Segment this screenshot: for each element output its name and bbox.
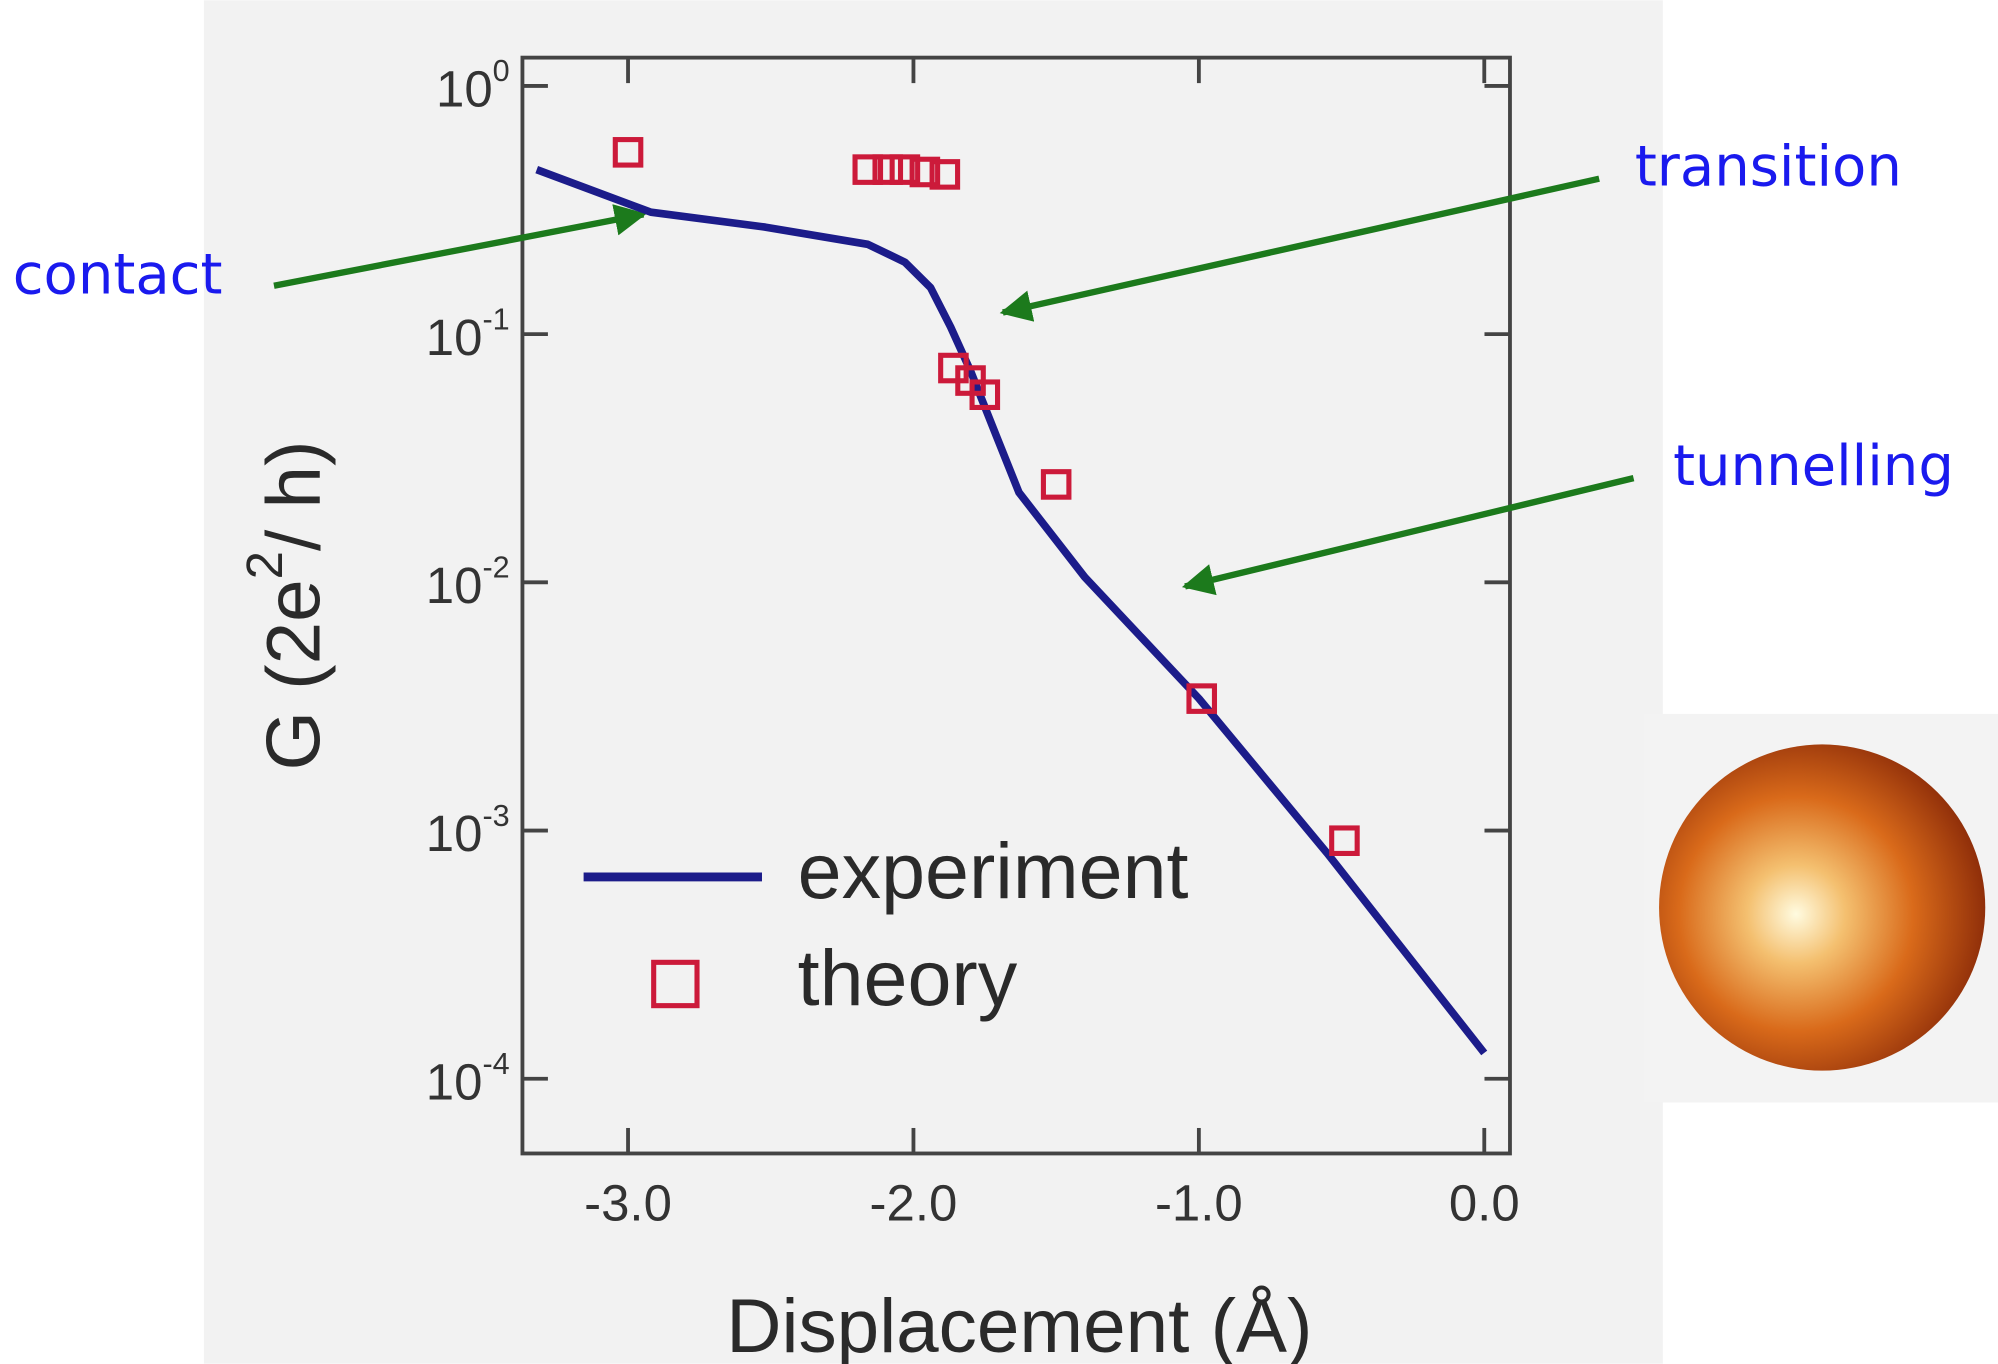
legend-label: theory xyxy=(798,933,1018,1022)
y-axis-title-part: / h) xyxy=(252,441,337,551)
y-tick-base: 10 xyxy=(436,61,493,118)
y-tick-label: 10-3 xyxy=(426,799,510,863)
theory-marker xyxy=(1186,683,1218,714)
y-tick-base: 10 xyxy=(426,806,483,863)
x-tick-label: -2.0 xyxy=(870,1174,958,1231)
x-tick-label: -3.0 xyxy=(584,1174,672,1231)
y-tick-exponent: -1 xyxy=(482,302,509,336)
y-tick-base: 10 xyxy=(426,309,483,366)
y-tick-label: 10-2 xyxy=(426,551,510,615)
y-tick-label: 100 xyxy=(436,54,510,118)
experiment-line xyxy=(535,166,1488,1056)
theory-marker xyxy=(612,137,644,168)
atom-sphere xyxy=(1659,744,1986,1071)
plot-frame xyxy=(520,55,1512,1156)
x-tick-label: -1.0 xyxy=(1155,1174,1243,1231)
annotation: contact xyxy=(13,243,223,308)
y-axis-title: G (2e2/ h) xyxy=(236,441,336,771)
theory-marker xyxy=(969,379,1001,411)
theory-marker xyxy=(872,154,904,185)
y-tick-exponent: -3 xyxy=(482,799,509,833)
y-tick-label: 10-1 xyxy=(426,302,510,366)
theory-marker xyxy=(1329,825,1360,856)
legend-swatch xyxy=(651,959,700,1009)
chart-panel xyxy=(203,0,1663,1364)
theory-marker xyxy=(909,156,941,188)
y-axis-title-part: G (2e xyxy=(252,579,337,770)
y-tick-label: 10-4 xyxy=(426,1047,510,1111)
y-axis-title-sup: 2 xyxy=(236,551,293,579)
annotation-arrow xyxy=(999,175,1600,322)
y-tick-exponent: -2 xyxy=(482,551,509,585)
theory-marker xyxy=(1040,469,1072,500)
annotation: transition xyxy=(1635,134,1902,199)
theory-marker xyxy=(852,154,884,185)
x-tick-label: 0.0 xyxy=(1449,1174,1520,1231)
y-tick-base: 10 xyxy=(426,1054,483,1111)
y-tick-base: 10 xyxy=(426,557,483,614)
annotation-arrow xyxy=(273,204,647,289)
annotation: tunnelling xyxy=(1673,434,1954,499)
annotation-arrow xyxy=(1181,475,1635,596)
y-tick-exponent: 0 xyxy=(493,54,510,88)
legend-label: experiment xyxy=(798,826,1189,915)
x-axis-title: Displacement (Å) xyxy=(726,1284,1312,1364)
y-tick-exponent: -4 xyxy=(482,1047,509,1081)
theory-marker xyxy=(889,154,921,185)
theory-marker xyxy=(929,159,961,190)
